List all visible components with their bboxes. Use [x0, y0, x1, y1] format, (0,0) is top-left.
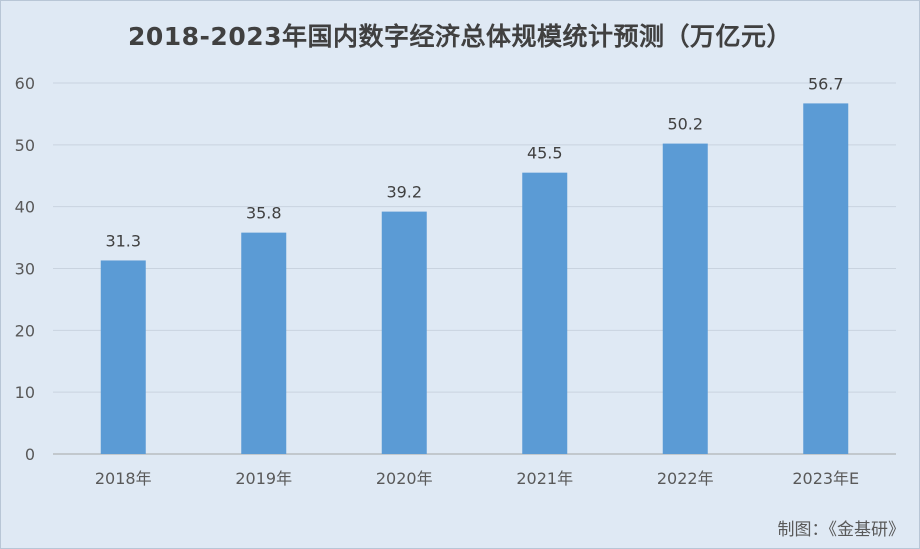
- data-label: 31.3: [105, 231, 141, 250]
- data-label: 45.5: [527, 144, 563, 163]
- x-tick-label: 2019年: [235, 469, 292, 488]
- x-axis: 2018年 2019年 2020年 2021年 2022年 2023年E: [95, 469, 859, 488]
- x-tick-label: 2018年: [95, 469, 152, 488]
- y-tick-label: 50: [15, 136, 35, 155]
- data-label: 50.2: [667, 115, 703, 134]
- x-tick-label: 2022年: [657, 469, 714, 488]
- y-tick-label: 60: [15, 74, 35, 93]
- data-label: 35.8: [246, 204, 282, 223]
- y-tick-label: 10: [15, 383, 35, 402]
- y-axis: 0 10 20 30 40 50 60: [15, 74, 35, 464]
- bar: [100, 260, 146, 454]
- y-tick-label: 0: [25, 445, 35, 464]
- bar: [803, 103, 849, 454]
- data-labels: 31.3 35.8 39.2 45.5 50.2 56.7: [105, 74, 843, 250]
- bar: [662, 143, 708, 454]
- chart-credit: 制图：《金基研》: [777, 520, 906, 540]
- x-tick-label: 2021年: [516, 469, 573, 488]
- y-tick-label: 30: [15, 260, 35, 279]
- bar: [381, 211, 427, 454]
- x-tick-label: 2020年: [376, 469, 433, 488]
- bar: [241, 232, 287, 454]
- y-tick-label: 40: [15, 198, 35, 217]
- data-label: 39.2: [386, 183, 422, 202]
- bar: [522, 172, 568, 455]
- gridlines: [53, 82, 896, 455]
- chart-title: 2018-2023年国内数字经济总体规模统计预测（万亿元）: [127, 22, 793, 51]
- y-tick-label: 20: [15, 321, 35, 340]
- data-label: 56.7: [808, 74, 844, 93]
- x-tick-label: 2023年E: [792, 469, 859, 488]
- bars: [100, 103, 849, 455]
